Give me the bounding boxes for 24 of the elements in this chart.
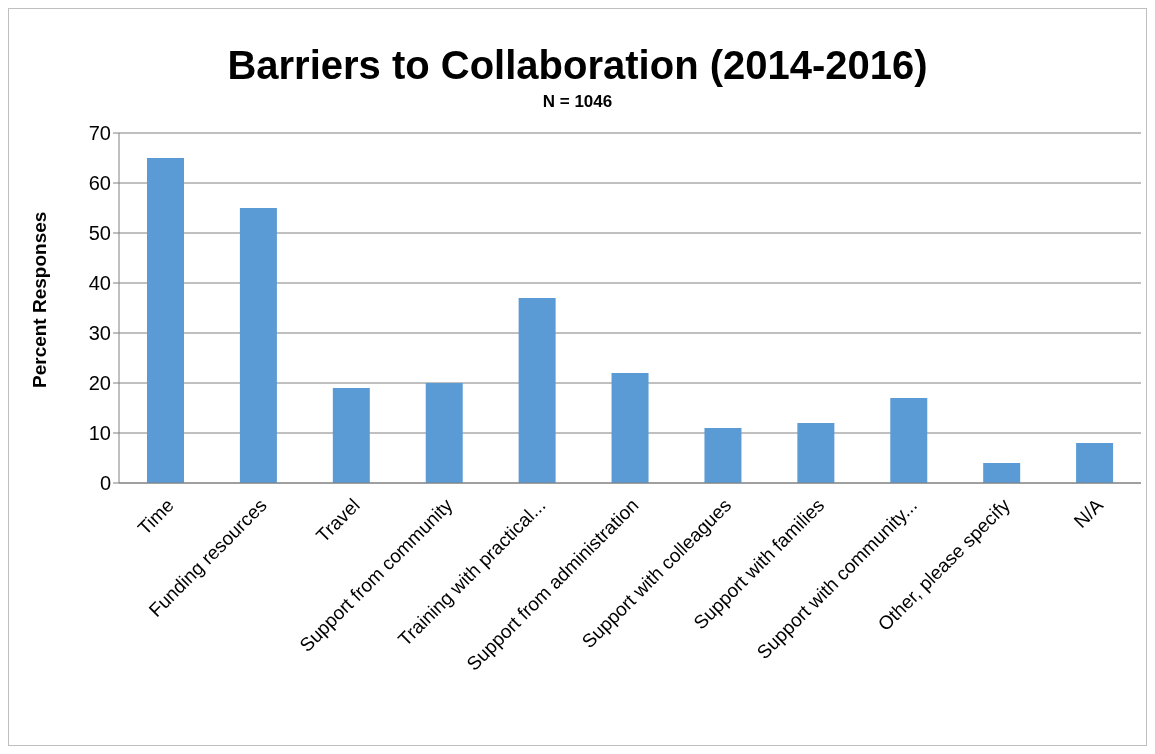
bar bbox=[239, 208, 277, 483]
bar bbox=[704, 428, 742, 483]
y-tick-label: 30 bbox=[88, 322, 111, 345]
y-tick-label: 70 bbox=[88, 122, 111, 145]
y-tick-label: 0 bbox=[99, 472, 111, 495]
bar bbox=[518, 298, 556, 483]
chart-title: Barriers to Collaboration (2014-2016) bbox=[226, 42, 929, 89]
y-tick-label: 10 bbox=[88, 422, 111, 445]
x-tick-label: Time bbox=[133, 494, 178, 539]
y-tick-label: 50 bbox=[88, 222, 111, 245]
bar bbox=[890, 398, 928, 483]
bar bbox=[983, 463, 1021, 483]
bar bbox=[1076, 443, 1114, 483]
x-tick-label: N/A bbox=[1069, 494, 1108, 532]
bar bbox=[147, 158, 184, 483]
y-tick-label: 60 bbox=[88, 172, 111, 195]
bar bbox=[332, 388, 370, 483]
bar bbox=[797, 423, 835, 483]
y-tick-label: 40 bbox=[88, 272, 111, 295]
chart-subtitle: N = 1046 bbox=[541, 91, 614, 113]
bar bbox=[611, 373, 649, 483]
y-tick-label: 20 bbox=[88, 372, 111, 395]
bar bbox=[425, 383, 463, 483]
y-axis-title: Percent Responses bbox=[28, 211, 50, 388]
